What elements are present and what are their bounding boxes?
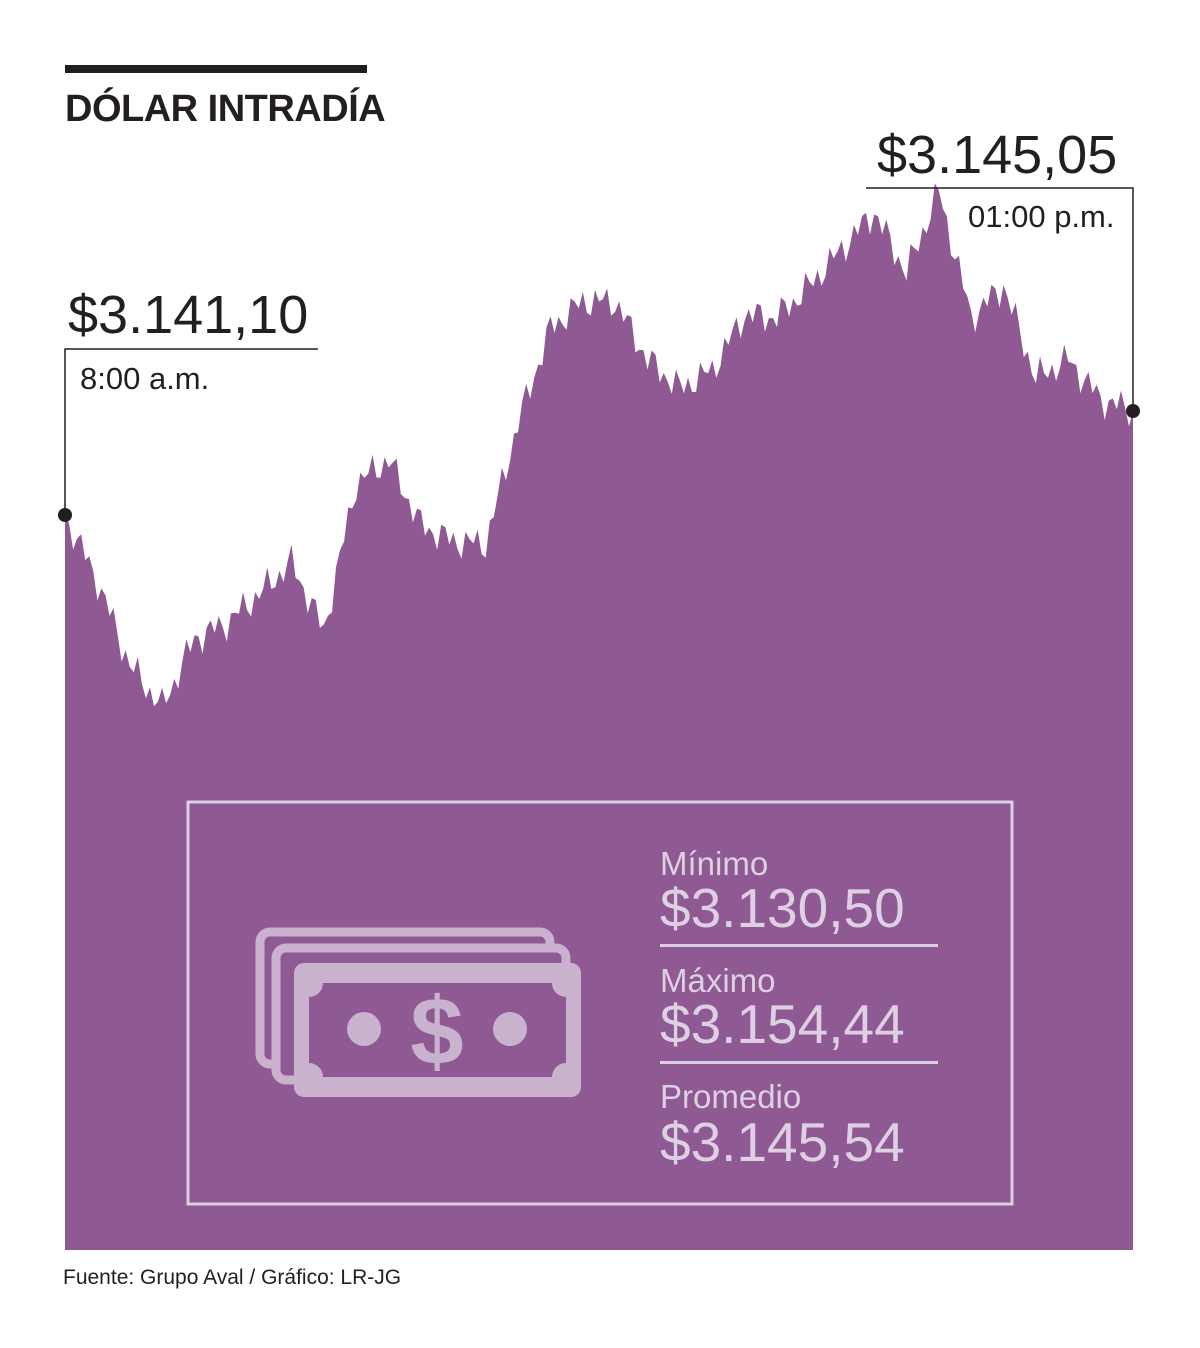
stat-max-label: Máximo	[660, 962, 776, 999]
data-point	[388, 459, 390, 461]
data-point	[226, 622, 228, 624]
data-point	[873, 211, 875, 213]
source-note: Fuente: Grupo Aval / Gráfico: LR-JG	[63, 1266, 402, 1289]
close-leader-line	[866, 187, 1134, 411]
stat-avg-label: Promedio	[660, 1078, 802, 1115]
chart-title: DÓLAR INTRADÍA	[65, 88, 386, 130]
stat-min-value: $3.130,50	[660, 877, 905, 939]
data-point	[614, 301, 616, 303]
open-marker	[58, 508, 72, 522]
svg-text:$: $	[410, 978, 463, 1085]
close-value: $3.145,05	[877, 125, 1118, 185]
close-time: 01:00 p.m.	[968, 199, 1115, 234]
stat-max-value: $3.154,44	[660, 993, 905, 1055]
stat-min-label: Mínimo	[660, 845, 769, 882]
data-point	[517, 422, 519, 424]
stat-min-rule	[660, 944, 938, 947]
open-leader-line	[64, 348, 318, 515]
open-time: 8:00 a.m.	[80, 361, 210, 396]
open-value: $3.141,10	[68, 285, 309, 345]
title-rule	[65, 65, 367, 73]
data-point	[355, 482, 357, 484]
banknotes-dollar-icon: $	[255, 927, 581, 1097]
stats-box	[186, 800, 1014, 1206]
data-point	[906, 272, 908, 274]
data-point	[776, 317, 778, 319]
data-point	[744, 314, 746, 316]
data-point	[647, 359, 649, 361]
close-marker	[1126, 404, 1140, 418]
data-point	[258, 593, 260, 595]
stat-max-rule	[660, 1061, 938, 1064]
data-point	[485, 543, 487, 545]
data-point	[96, 580, 98, 582]
stat-avg-value: $3.145,54	[660, 1111, 905, 1173]
